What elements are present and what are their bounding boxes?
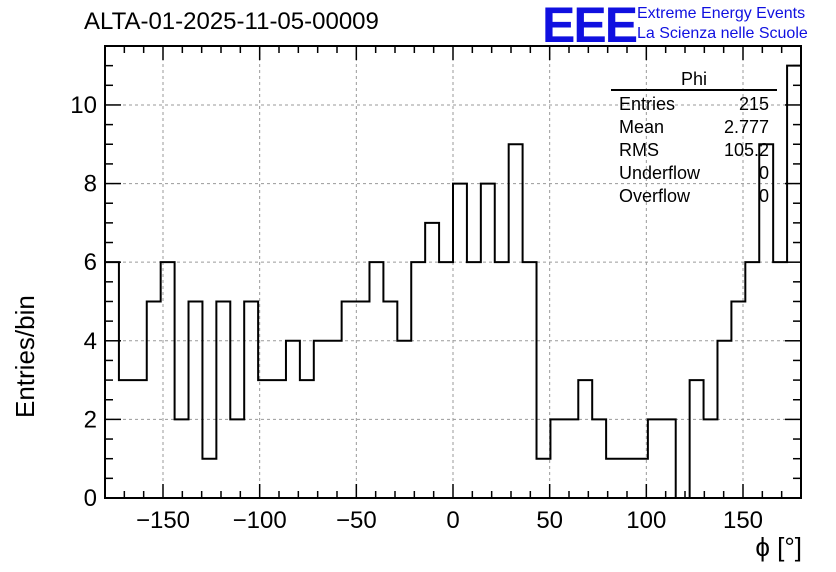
histogram-bin — [425, 223, 439, 498]
histogram-bin — [175, 419, 189, 498]
stats-row-rms: RMS 105.2 — [611, 139, 777, 162]
y-axis-label: Entries/bin — [10, 295, 40, 418]
histogram-bin — [133, 380, 147, 498]
histogram-bin — [342, 301, 356, 498]
y-tick-label: 0 — [84, 485, 97, 512]
histogram-bin — [383, 301, 397, 498]
y-tick-label: 10 — [70, 92, 97, 119]
histogram-bin — [453, 184, 467, 498]
histogram-bin — [328, 341, 342, 498]
x-tick-label: 0 — [446, 507, 459, 534]
x-tick-label: −50 — [336, 507, 377, 534]
histogram-bin — [481, 184, 495, 498]
histogram-bin — [523, 262, 537, 498]
histogram-bin — [397, 341, 411, 498]
x-tick-label: 150 — [723, 507, 763, 534]
x-tick-label: −100 — [233, 507, 287, 534]
histogram-bin — [773, 262, 787, 498]
logo-text: Extreme Energy Events La Scienza nelle S… — [637, 4, 808, 44]
histogram-bin — [356, 301, 370, 498]
x-axis-label: ϕ [°] — [755, 532, 802, 562]
stats-label: Entries — [619, 94, 676, 114]
histogram-bin — [648, 419, 662, 498]
histogram-bin — [189, 301, 203, 498]
histogram-bin — [592, 419, 606, 498]
histogram-bin — [564, 419, 578, 498]
stats-value: 2.777 — [723, 117, 769, 137]
histogram-bin — [662, 419, 676, 498]
histogram-bin — [300, 380, 314, 498]
y-tick-label: 6 — [84, 249, 97, 276]
histogram-bin — [161, 262, 175, 498]
logo-line1: Extreme Energy Events — [637, 5, 806, 22]
y-tick-label: 8 — [84, 171, 97, 198]
stats-row-entries: Entries 215 — [611, 93, 777, 116]
histogram-bin — [119, 380, 133, 498]
histogram-bin — [704, 419, 718, 498]
logo-line2: La Scienza nelle Scuole — [637, 25, 808, 42]
stats-label: Underflow — [619, 163, 701, 183]
x-tick-label: 100 — [626, 507, 666, 534]
histogram-bin — [314, 341, 328, 498]
stats-row-mean: Mean 2.777 — [611, 116, 777, 139]
histogram-bin — [202, 459, 216, 498]
histogram-bin — [411, 262, 425, 498]
stats-label: Mean — [619, 117, 665, 137]
histogram-bin — [258, 380, 272, 498]
stats-label: Overflow — [619, 186, 691, 206]
plot-title: ALTA-01-2025-11-05-00009 — [84, 8, 379, 35]
histogram-bin — [690, 380, 704, 498]
stats-value: 0 — [758, 163, 769, 183]
histogram-bin — [717, 341, 731, 498]
y-tick-label: 4 — [84, 328, 97, 355]
histogram-bin — [550, 419, 564, 498]
x-tick-label: 50 — [536, 507, 563, 534]
histogram-bin — [495, 262, 509, 498]
histogram-bin — [439, 262, 453, 498]
histogram-bin — [537, 459, 551, 498]
histogram-bin — [745, 262, 759, 498]
y-tick-label: 2 — [84, 406, 97, 433]
eee-logo: EEE — [542, 0, 638, 53]
histogram-bin — [272, 380, 286, 498]
histogram-bin — [216, 301, 230, 498]
histogram-bin — [369, 262, 383, 498]
stats-row-overflow: Overflow 0 — [611, 185, 777, 208]
stats-value: 105.2 — [723, 140, 769, 160]
stats-row-underflow: Underflow 0 — [611, 162, 777, 185]
histogram-outline — [104, 64, 802, 499]
histogram-bin — [147, 301, 161, 498]
histogram-bin — [509, 144, 523, 498]
histogram-bin — [244, 301, 258, 498]
stats-box: Phi Entries 215 Mean 2.777 RMS 105.2 Underf… — [611, 69, 777, 208]
histogram-bin — [286, 341, 300, 498]
stats-title: Phi — [611, 69, 777, 91]
x-tick-label: −150 — [136, 507, 190, 534]
histogram-bin — [230, 419, 244, 498]
stats-label: RMS — [619, 140, 659, 160]
stats-value: 215 — [738, 94, 769, 114]
histogram-bin — [578, 380, 592, 498]
stats-value: 0 — [758, 186, 769, 206]
histogram-bin — [467, 262, 481, 498]
histogram-bin — [731, 301, 745, 498]
